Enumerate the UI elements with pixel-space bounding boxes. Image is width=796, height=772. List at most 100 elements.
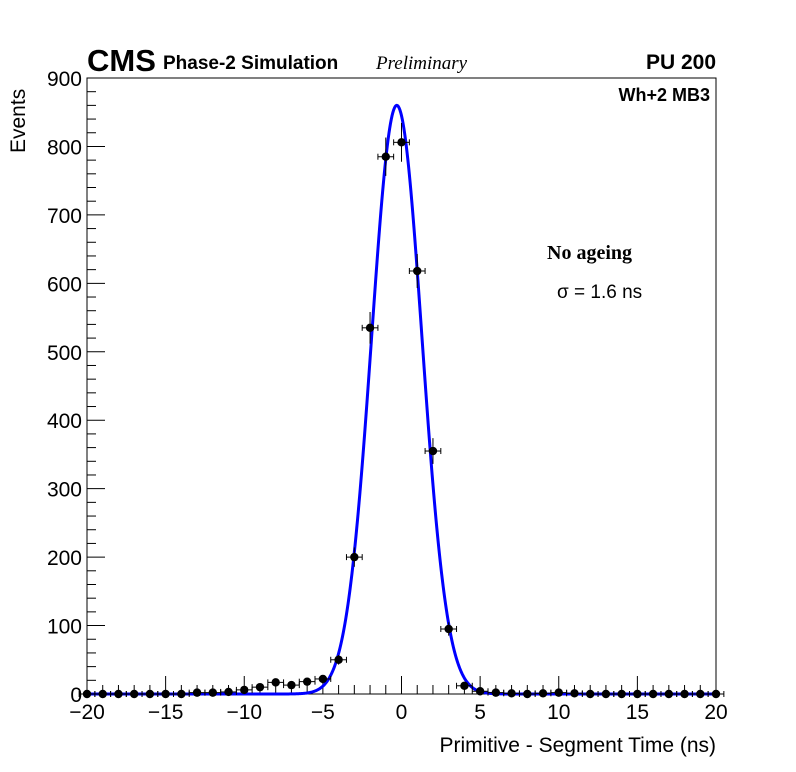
data-point xyxy=(456,681,473,690)
data-marker xyxy=(397,138,406,147)
data-marker xyxy=(208,688,217,697)
data-marker xyxy=(287,680,296,690)
annotation-sigma: σ = 1.6 ns xyxy=(557,282,642,303)
data-marker xyxy=(664,689,674,699)
data-marker xyxy=(365,323,375,333)
data-point xyxy=(157,689,174,699)
data-point xyxy=(644,689,662,699)
fit-layer xyxy=(87,103,716,696)
x-tick-label: 0 xyxy=(396,701,408,724)
data-point xyxy=(597,689,615,699)
data-point xyxy=(188,688,206,697)
data-marker xyxy=(444,624,453,634)
data-marker xyxy=(98,689,107,699)
x-tick-label: −10 xyxy=(226,701,262,724)
data-point xyxy=(377,137,395,176)
data-marker xyxy=(114,689,123,699)
data-point xyxy=(691,689,709,699)
data-marker xyxy=(255,682,265,692)
data-point xyxy=(393,122,410,162)
data-marker xyxy=(129,689,139,699)
data-marker xyxy=(475,687,485,696)
x-tick-label: −5 xyxy=(311,701,335,724)
data-marker xyxy=(680,689,689,699)
data-marker xyxy=(648,689,658,699)
status-label: Preliminary xyxy=(375,53,468,74)
data-point xyxy=(629,689,646,699)
data-marker xyxy=(240,685,249,695)
data-marker xyxy=(601,689,611,699)
data-point xyxy=(141,689,159,699)
y-axis: 0 100 200 300 400 500 600 700 800 900 xyxy=(47,68,105,707)
data-point xyxy=(707,689,725,699)
data-point xyxy=(314,674,332,684)
data-point xyxy=(172,689,190,699)
data-marker xyxy=(696,689,705,699)
data-marker xyxy=(161,689,170,699)
data-point xyxy=(534,689,552,698)
data-marker xyxy=(271,678,280,687)
x-axis: −20 −15 −10 −5 0 5 10 15 20 xyxy=(69,676,728,724)
data-point xyxy=(298,677,316,686)
y-tick-label: 500 xyxy=(47,342,82,365)
data-marker xyxy=(570,689,579,698)
plot-frame xyxy=(86,77,717,695)
pileup-label: PU 200 xyxy=(646,51,716,74)
data-point xyxy=(220,687,237,697)
data-marker xyxy=(491,688,501,697)
data-marker xyxy=(350,552,359,562)
data-point xyxy=(581,689,599,699)
data-marker xyxy=(617,689,626,699)
data-point xyxy=(345,547,363,567)
y-tick-label: 100 xyxy=(47,616,82,639)
data-point xyxy=(204,688,222,697)
data-marker xyxy=(507,689,516,698)
data-point xyxy=(613,689,631,699)
data-marker xyxy=(460,681,469,690)
data-points-layer xyxy=(78,122,725,699)
data-point xyxy=(487,688,505,697)
data-marker xyxy=(538,689,548,698)
data-point xyxy=(235,685,253,695)
data-point xyxy=(518,689,536,699)
annotation-title: No ageing xyxy=(547,242,632,264)
y-tick-label: 300 xyxy=(47,479,82,502)
x-tick-label: −20 xyxy=(69,701,105,724)
y-tick-label: 800 xyxy=(47,136,82,159)
data-marker xyxy=(413,266,422,276)
data-point xyxy=(251,682,269,692)
data-point xyxy=(408,253,426,289)
data-point xyxy=(503,689,520,698)
data-marker xyxy=(318,674,328,684)
data-point xyxy=(125,689,143,699)
data-point xyxy=(283,680,300,690)
data-marker xyxy=(554,688,563,697)
data-marker xyxy=(302,677,312,686)
data-point xyxy=(566,689,583,698)
data-marker xyxy=(633,689,642,699)
data-point xyxy=(424,438,442,464)
x-tick-label: 10 xyxy=(547,701,570,724)
data-marker xyxy=(381,152,390,161)
data-marker xyxy=(586,689,595,699)
data-point xyxy=(676,689,693,699)
x-tick-label: 20 xyxy=(704,701,727,724)
data-point xyxy=(267,678,285,687)
y-axis-title: Events xyxy=(7,89,30,153)
data-marker xyxy=(428,446,438,456)
data-marker xyxy=(224,687,233,697)
x-axis-title: Primitive - Segment Time (ns) xyxy=(439,734,716,757)
data-marker xyxy=(334,655,343,664)
station-label: Wh+2 MB3 xyxy=(618,85,710,105)
chart-subtitle: Phase-2 Simulation xyxy=(163,53,338,74)
y-tick-label: 900 xyxy=(47,68,82,91)
data-marker xyxy=(711,689,721,699)
data-point xyxy=(94,689,112,699)
data-point xyxy=(110,689,127,699)
gaussian-fit-curve xyxy=(87,103,716,696)
y-tick-label: 600 xyxy=(47,273,82,296)
x-tick-label: 15 xyxy=(626,701,649,724)
y-tick-label: 0 xyxy=(70,684,82,707)
experiment-label: CMS xyxy=(87,43,156,78)
x-tick-label: 5 xyxy=(474,701,486,724)
